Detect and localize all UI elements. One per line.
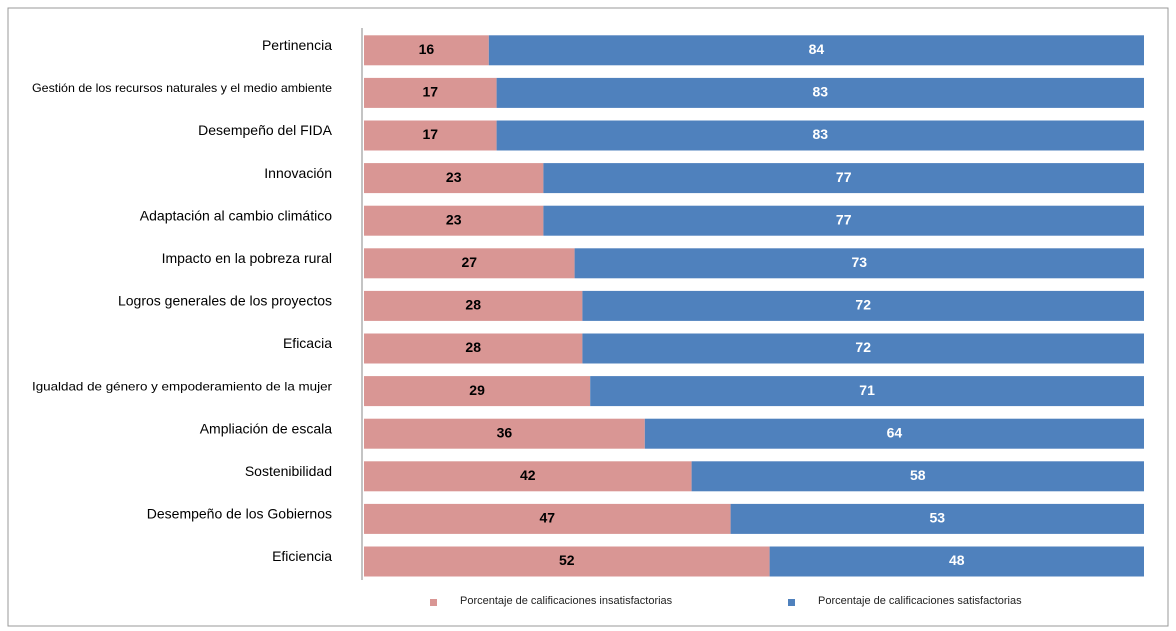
value-label: 84 xyxy=(809,41,825,57)
value-label: 23 xyxy=(446,169,462,185)
value-label: 47 xyxy=(540,510,556,526)
bar-segment xyxy=(574,248,1144,279)
category-label: Desempeño de los Gobiernos xyxy=(147,506,332,522)
category-label: Eficiencia xyxy=(272,548,332,564)
value-label: 58 xyxy=(910,467,926,483)
bar-segment xyxy=(543,163,1144,194)
category-label: Igualdad de género y empoderamiento de l… xyxy=(32,379,332,393)
bar-segment xyxy=(364,205,544,236)
value-label: 16 xyxy=(419,41,435,57)
value-label: 17 xyxy=(423,84,439,100)
bar-segment xyxy=(364,248,575,279)
value-label: 72 xyxy=(855,339,871,355)
value-label: 17 xyxy=(423,126,439,142)
legend-swatch xyxy=(788,599,795,606)
bar-segment xyxy=(364,461,692,492)
value-label: 23 xyxy=(446,211,462,227)
bar-segment xyxy=(590,376,1144,407)
category-label: Sostenibilidad xyxy=(245,463,332,479)
value-label: 72 xyxy=(855,297,871,313)
category-label: Impacto en la pobreza rural xyxy=(162,250,332,266)
bar-segment xyxy=(730,503,1144,534)
bar-segment xyxy=(364,376,591,407)
bar-segment xyxy=(769,546,1144,577)
category-label: Adaptación al cambio climático xyxy=(140,207,332,223)
value-label: 77 xyxy=(836,211,852,227)
value-label: 27 xyxy=(462,254,478,270)
bar-segment xyxy=(364,120,497,151)
bar-segment xyxy=(691,461,1144,492)
category-label: Pertinencia xyxy=(262,37,332,53)
bar-segment xyxy=(496,120,1145,151)
value-label: 83 xyxy=(813,84,829,100)
value-label: 29 xyxy=(469,382,485,398)
value-label: 71 xyxy=(859,382,875,398)
category-label: Desempeño del FIDA xyxy=(198,122,333,138)
value-label: 52 xyxy=(559,552,575,568)
legend-label: Porcentaje de calificaciones insatisfact… xyxy=(460,595,673,607)
value-label: 28 xyxy=(465,339,481,355)
value-label: 53 xyxy=(930,510,946,526)
value-label: 77 xyxy=(836,169,852,185)
bar-segment xyxy=(364,163,544,194)
bar-segment xyxy=(582,290,1144,321)
bar-segment xyxy=(364,290,583,321)
bar-segment xyxy=(496,77,1145,108)
value-label: 64 xyxy=(887,424,903,440)
bar-segment xyxy=(488,35,1144,66)
bar-segment xyxy=(364,418,645,449)
value-label: 42 xyxy=(520,467,536,483)
category-label: Ampliación de escala xyxy=(200,420,333,436)
bar-segment xyxy=(364,35,489,66)
value-label: 36 xyxy=(497,424,513,440)
value-label: 28 xyxy=(465,297,481,313)
legend-swatch xyxy=(430,599,437,606)
value-label: 83 xyxy=(813,126,829,142)
bar-segment xyxy=(644,418,1144,449)
legend-label: Porcentaje de calificaciones satisfactor… xyxy=(818,595,1022,607)
value-label: 48 xyxy=(949,552,965,568)
bar-segment xyxy=(364,503,731,534)
category-label: Gestión de los recursos naturales y el m… xyxy=(32,81,332,95)
bar-segment xyxy=(543,205,1144,236)
bar-segment xyxy=(364,77,497,108)
bar-segment xyxy=(582,333,1144,364)
category-label: Eficacia xyxy=(283,335,332,351)
bar-segment xyxy=(364,333,583,364)
bar-segment xyxy=(364,546,770,577)
value-label: 73 xyxy=(852,254,868,270)
category-label: Innovación xyxy=(264,165,332,181)
category-label: Logros generales de los proyectos xyxy=(118,293,332,309)
